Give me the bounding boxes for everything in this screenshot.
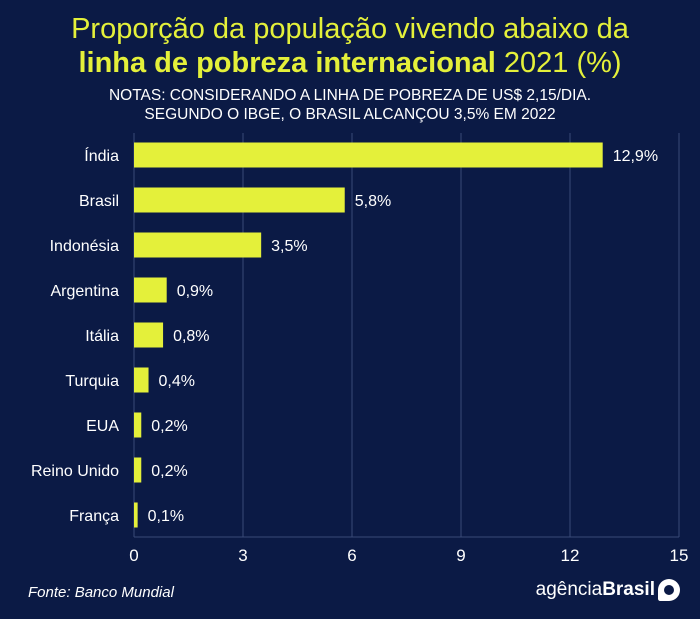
bar-brasil [134,187,345,213]
logo-text-bold: Brasil [602,579,655,600]
category-label: Indonésia [50,238,119,255]
data-label: 0,8% [173,328,209,345]
x-tick-label: 3 [238,546,247,565]
bar-reino-unido [134,457,142,483]
data-label: 0,2% [151,463,187,480]
category-label: EUA [86,418,119,435]
x-tick-label: 9 [456,546,465,565]
x-tick-label: 12 [561,546,580,565]
logo-text-light: agência [535,579,603,600]
bar-eua [134,412,142,438]
chart-title-rest: 2021 (%) [495,47,622,79]
bar-turquia [134,367,149,393]
data-label: 0,4% [159,373,195,390]
category-label: Reino Unido [31,463,119,480]
chart-title-bold: linha de pobreza internacional [78,47,496,79]
bar-itália [134,322,164,348]
data-label: 5,8% [355,193,391,210]
category-label: Índia [84,146,119,165]
chart-title-line2: linha de pobreza internacional 2021 (%) [0,46,700,80]
category-label: Itália [85,328,119,345]
x-tick-label: 15 [670,546,689,565]
chart-title-line1: Proporção da população vivendo abaixo da [71,13,629,45]
category-label: Turquia [65,373,119,390]
chart-notes: NOTAS: CONSIDERANDO A LINHA DE POBREZA D… [0,86,700,124]
data-label: 3,5% [271,238,307,255]
bar-argentina [134,277,167,303]
data-label: 0,1% [148,508,184,525]
data-label: 0,2% [151,418,187,435]
bar-índia [134,142,603,168]
note-line-2: SEGUNDO O IBGE, O BRASIL ALCANÇOU 3,5% E… [144,106,556,123]
logo-pin-icon [658,579,680,601]
bar-frança [134,502,138,528]
x-tick-label: 6 [347,546,356,565]
category-label: França [69,508,119,525]
x-tick-label: 0 [129,546,138,565]
data-label: 12,9% [613,148,658,165]
category-label: Argentina [51,283,120,300]
data-label: 0,9% [177,283,213,300]
note-line-1: NOTAS: CONSIDERANDO A LINHA DE POBREZA D… [108,87,592,104]
source-note: Fonte: Banco Mundial [28,584,174,601]
agencia-brasil-logo: agência Brasil [536,579,680,601]
category-label: Brasil [79,193,119,210]
bar-indonésia [134,232,262,258]
